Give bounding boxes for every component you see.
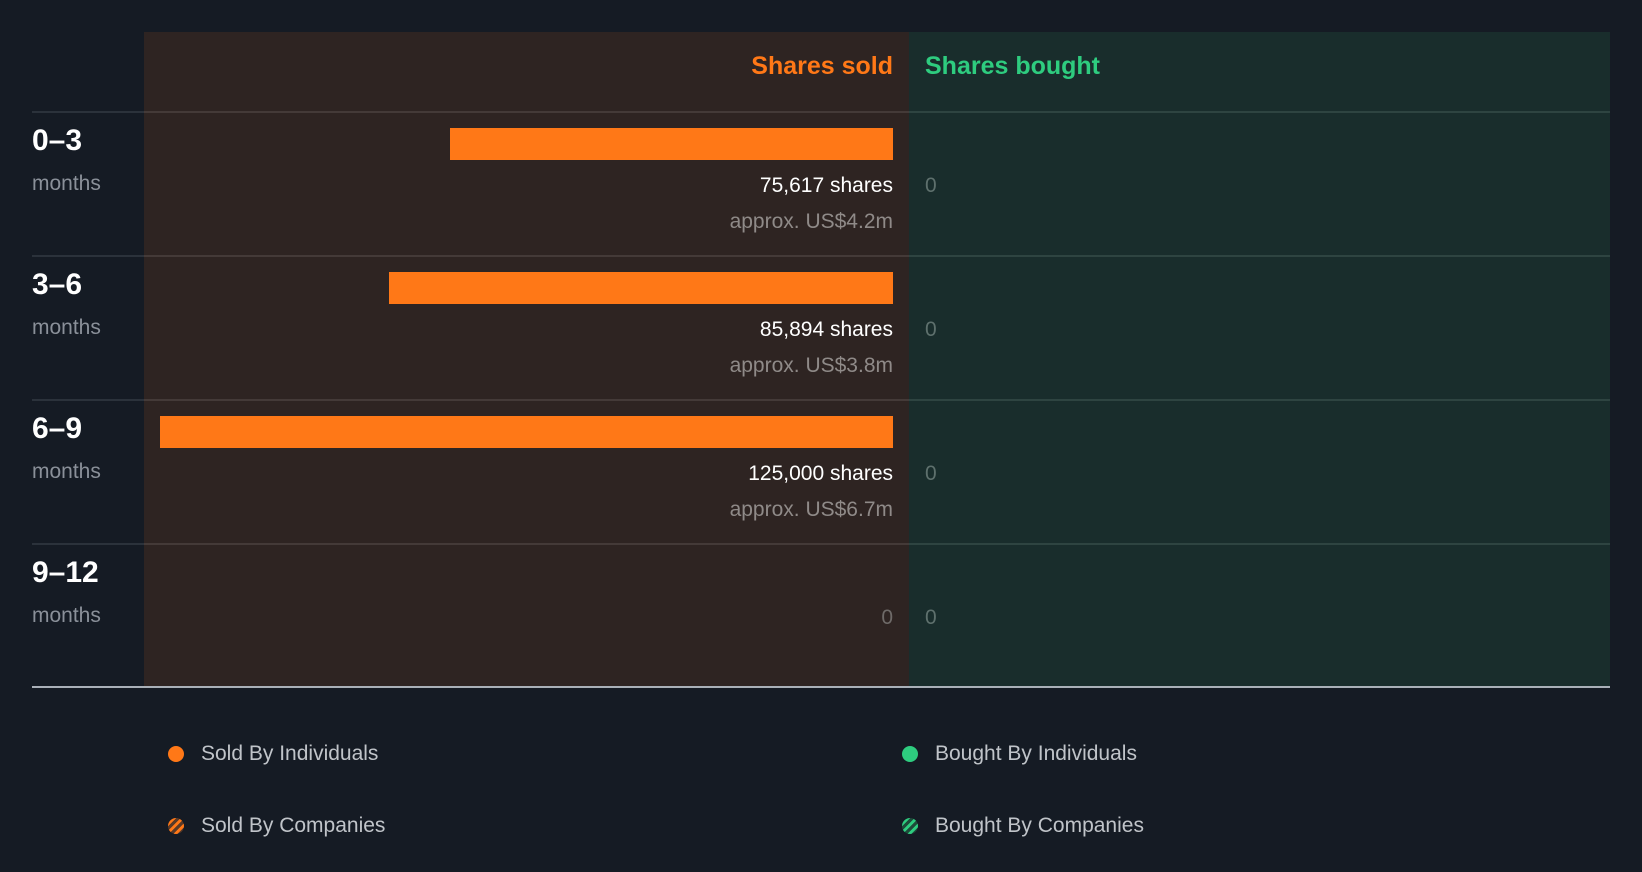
bought-value: 0 [925,462,937,485]
table-row: 0–3 months 75,617 shares approx. US$4.2m… [0,112,1642,256]
row-divider [909,543,1610,545]
sold-usd-value: approx. US$3.8m [729,354,893,377]
row-divider [144,399,909,401]
bought-value: 0 [925,318,937,341]
period-label: 0–3 [32,124,83,157]
period-label: 6–9 [32,412,83,445]
sold-usd-value: approx. US$6.7m [729,498,893,521]
period-unit: months [32,604,101,627]
period-label: 9–12 [32,556,99,589]
table-row: 6–9 months 125,000 shares approx. US$6.7… [0,400,1642,544]
sold-bar[interactable] [160,416,893,448]
legend-label: Bought By Companies [935,814,1144,837]
legend-bought-companies[interactable]: Bought By Companies [902,814,1144,838]
axis-baseline [32,686,1610,688]
bought-value: 0 [925,174,937,197]
table-row: 3–6 months 85,894 shares approx. US$3.8m… [0,256,1642,400]
sold-shares-value: 85,894 shares [759,318,893,341]
bought-value: 0 [925,606,937,629]
legend-label: Bought By Individuals [935,742,1137,765]
legend-label: Sold By Companies [201,814,386,837]
green-dot-icon [902,746,918,762]
legend-label: Sold By Individuals [201,742,379,765]
sold-usd-value: approx. US$4.2m [729,210,893,233]
row-divider [144,111,909,113]
sold-shares-value: 75,617 shares [759,174,893,197]
legend-sold-individuals[interactable]: Sold By Individuals [168,742,378,766]
orange-dot-icon [168,746,184,762]
row-divider [32,111,144,113]
table-row: 9–12 months 0 0 [0,544,1642,688]
row-divider [909,111,1610,113]
row-divider [909,255,1610,257]
row-divider [32,255,144,257]
period-unit: months [32,172,101,195]
legend-bought-individuals[interactable]: Bought By Individuals [902,742,1137,766]
period-unit: months [32,460,101,483]
sold-value: 0 [881,606,893,629]
orange-hatched-dot-icon [168,818,184,834]
row-divider [32,399,144,401]
row-divider [144,543,909,545]
row-divider [144,255,909,257]
period-unit: months [32,316,101,339]
shares-sold-header: Shares sold [751,52,893,80]
sold-bar[interactable] [450,128,893,160]
period-label: 3–6 [32,268,83,301]
legend-sold-companies[interactable]: Sold By Companies [168,814,385,838]
green-hatched-dot-icon [902,818,918,834]
row-divider [909,399,1610,401]
shares-bought-panel [909,32,1610,686]
sold-bar[interactable] [389,272,893,304]
row-divider [32,543,144,545]
shares-bought-header: Shares bought [925,52,1101,80]
sold-shares-value: 125,000 shares [748,462,893,485]
